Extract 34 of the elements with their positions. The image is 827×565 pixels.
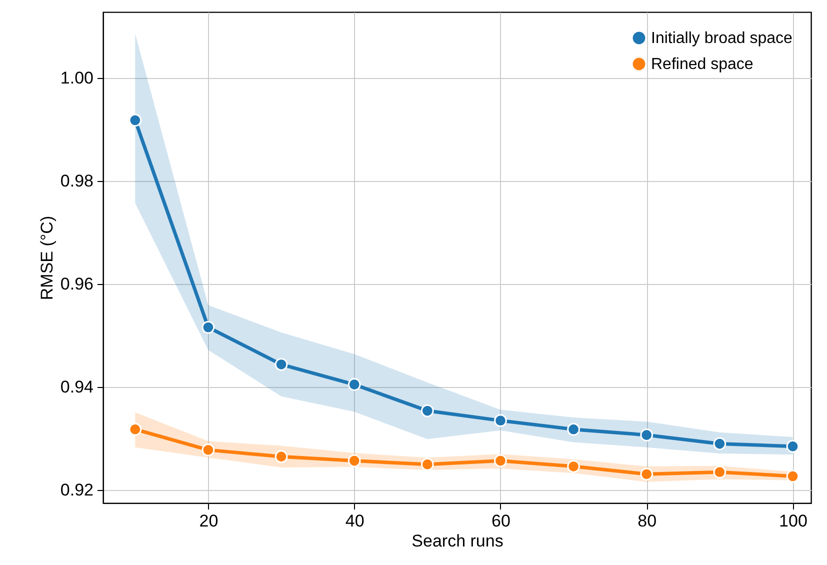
point bbox=[202, 443, 215, 456]
point bbox=[713, 466, 726, 479]
y-tick-label: 0.94 bbox=[60, 378, 94, 397]
y-axis-title: RMSE (°C) bbox=[37, 216, 56, 300]
point bbox=[640, 428, 654, 442]
x-tick-label: 40 bbox=[345, 512, 364, 530]
point bbox=[494, 414, 507, 428]
x-tick-label: 100 bbox=[779, 512, 808, 530]
point bbox=[640, 468, 654, 481]
point bbox=[713, 437, 726, 450]
point bbox=[786, 440, 800, 453]
point bbox=[348, 378, 361, 391]
point bbox=[786, 470, 800, 483]
point bbox=[494, 454, 507, 468]
y-tick-label: 0.98 bbox=[60, 171, 94, 190]
y-tick-label: 0.96 bbox=[60, 274, 94, 294]
y-tick-label: 0.92 bbox=[60, 480, 94, 500]
x-tick-label: 80 bbox=[638, 512, 657, 530]
legend-label: Initially broad space bbox=[651, 30, 793, 47]
x-tick-label: 20 bbox=[199, 512, 218, 530]
point bbox=[348, 454, 361, 468]
legend-label: Refined space bbox=[651, 56, 754, 73]
point bbox=[567, 460, 580, 473]
point bbox=[274, 358, 288, 371]
point bbox=[128, 114, 142, 127]
point bbox=[420, 458, 434, 471]
point bbox=[420, 404, 434, 418]
y-tick-label: 1.00 bbox=[60, 68, 94, 88]
point bbox=[128, 422, 142, 436]
x-axis-title: Search runs bbox=[412, 532, 504, 550]
x-tick-label: 60 bbox=[492, 512, 510, 530]
point bbox=[567, 422, 580, 436]
point bbox=[202, 320, 215, 334]
point bbox=[274, 450, 288, 464]
